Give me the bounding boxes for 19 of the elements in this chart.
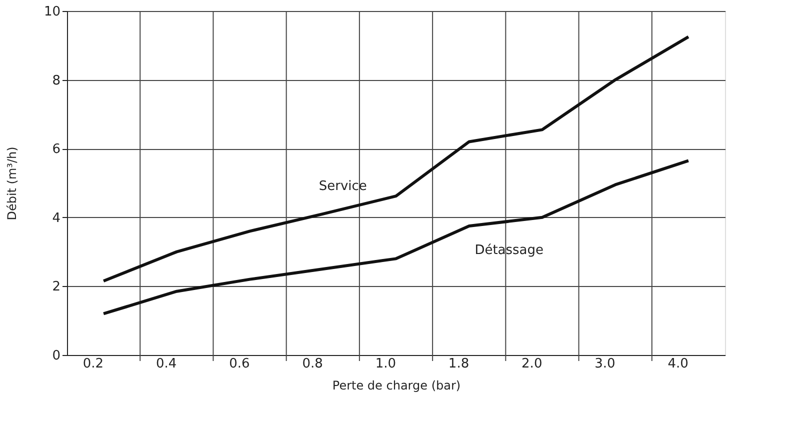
x-tick-label: 1.0 [375, 356, 396, 372]
y-tick-label: 0 [52, 348, 60, 364]
x-tick-label: 0.4 [156, 356, 177, 372]
x-tick-label: 0.2 [82, 356, 104, 372]
y-tick-label: 10 [44, 4, 60, 20]
x-tick-label: 0.8 [302, 356, 323, 372]
x-tick-label: 1.8 [448, 356, 470, 372]
y-axis-title: Débit (m³/h) [4, 146, 19, 220]
x-tick-label: 2.0 [522, 356, 542, 372]
y-tick-label: 6 [52, 142, 60, 158]
line-series [102, 35, 690, 283]
x-tick-label: 4.0 [668, 356, 688, 372]
line-series [102, 159, 690, 316]
y-tick-label: 4 [52, 210, 60, 226]
x-tick-label: 0.6 [229, 356, 250, 372]
y-tick-label: 8 [52, 73, 60, 88]
x-axis-title: Perte de charge (bar) [332, 378, 461, 392]
x-tick-label: 3.0 [594, 356, 616, 372]
y-tick-label: 2 [52, 280, 60, 295]
